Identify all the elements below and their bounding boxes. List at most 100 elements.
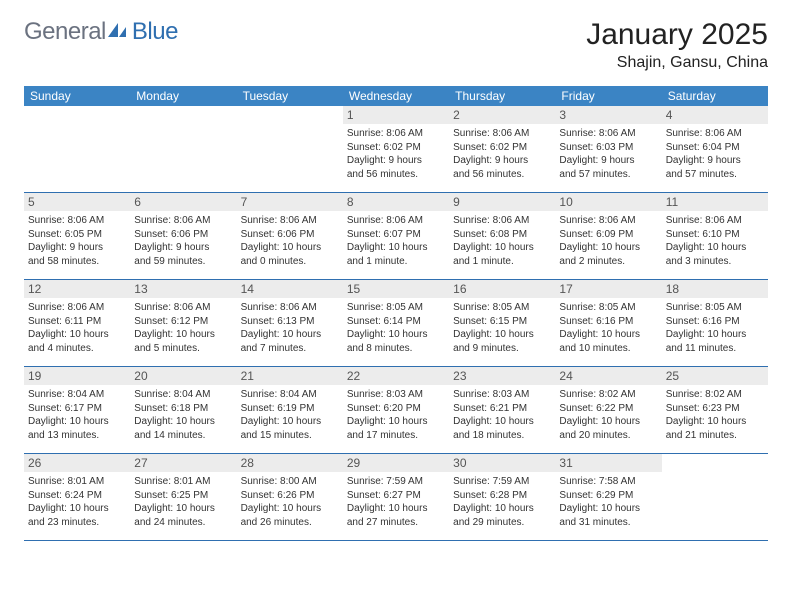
weeks-container: 1Sunrise: 8:06 AMSunset: 6:02 PMDaylight… — [24, 106, 768, 541]
day-daylight1: Daylight: 9 hours — [453, 154, 551, 168]
weekday-header: Tuesday — [237, 86, 343, 106]
day-sunrise: Sunrise: 8:06 AM — [453, 214, 551, 228]
day-number: 4 — [662, 106, 768, 124]
day-number: 16 — [449, 280, 555, 298]
day-sunrise: Sunrise: 8:02 AM — [666, 388, 764, 402]
day-cell: 10Sunrise: 8:06 AMSunset: 6:09 PMDayligh… — [555, 193, 661, 279]
day-sunrise: Sunrise: 7:58 AM — [559, 475, 657, 489]
day-sunset: Sunset: 6:05 PM — [28, 228, 126, 242]
day-sunset: Sunset: 6:28 PM — [453, 489, 551, 503]
day-sunset: Sunset: 6:04 PM — [666, 141, 764, 155]
day-sunset: Sunset: 6:24 PM — [28, 489, 126, 503]
day-cell: 25Sunrise: 8:02 AMSunset: 6:23 PMDayligh… — [662, 367, 768, 453]
day-number: 10 — [555, 193, 661, 211]
day-number: 7 — [237, 193, 343, 211]
day-number: 14 — [237, 280, 343, 298]
day-daylight2: and 17 minutes. — [347, 429, 445, 443]
day-sunrise: Sunrise: 8:06 AM — [347, 214, 445, 228]
day-daylight2: and 7 minutes. — [241, 342, 339, 356]
day-cell: 19Sunrise: 8:04 AMSunset: 6:17 PMDayligh… — [24, 367, 130, 453]
day-number: 2 — [449, 106, 555, 124]
day-daylight1: Daylight: 9 hours — [666, 154, 764, 168]
day-daylight2: and 1 minute. — [347, 255, 445, 269]
day-daylight1: Daylight: 10 hours — [28, 415, 126, 429]
day-number: 22 — [343, 367, 449, 385]
day-number: 20 — [130, 367, 236, 385]
day-sunset: Sunset: 6:02 PM — [453, 141, 551, 155]
day-cell: 22Sunrise: 8:03 AMSunset: 6:20 PMDayligh… — [343, 367, 449, 453]
day-daylight2: and 24 minutes. — [134, 516, 232, 530]
day-sunrise: Sunrise: 8:03 AM — [453, 388, 551, 402]
week-row: 19Sunrise: 8:04 AMSunset: 6:17 PMDayligh… — [24, 367, 768, 454]
day-sunrise: Sunrise: 7:59 AM — [453, 475, 551, 489]
day-cell: 9Sunrise: 8:06 AMSunset: 6:08 PMDaylight… — [449, 193, 555, 279]
day-sunrise: Sunrise: 8:06 AM — [559, 214, 657, 228]
day-daylight1: Daylight: 10 hours — [666, 415, 764, 429]
day-sunrise: Sunrise: 8:04 AM — [134, 388, 232, 402]
day-daylight1: Daylight: 10 hours — [453, 241, 551, 255]
day-cell: 11Sunrise: 8:06 AMSunset: 6:10 PMDayligh… — [662, 193, 768, 279]
day-number: 24 — [555, 367, 661, 385]
day-daylight2: and 57 minutes. — [666, 168, 764, 182]
day-daylight2: and 8 minutes. — [347, 342, 445, 356]
day-daylight2: and 29 minutes. — [453, 516, 551, 530]
day-daylight1: Daylight: 10 hours — [559, 241, 657, 255]
brand-logo: General Blue — [24, 18, 178, 46]
day-cell: 20Sunrise: 8:04 AMSunset: 6:18 PMDayligh… — [130, 367, 236, 453]
day-cell: 2Sunrise: 8:06 AMSunset: 6:02 PMDaylight… — [449, 106, 555, 192]
weekday-header: Thursday — [449, 86, 555, 106]
day-cell: 5Sunrise: 8:06 AMSunset: 6:05 PMDaylight… — [24, 193, 130, 279]
day-cell: 28Sunrise: 8:00 AMSunset: 6:26 PMDayligh… — [237, 454, 343, 540]
day-number: 13 — [130, 280, 236, 298]
day-daylight2: and 14 minutes. — [134, 429, 232, 443]
day-daylight2: and 1 minute. — [453, 255, 551, 269]
day-sunset: Sunset: 6:26 PM — [241, 489, 339, 503]
day-daylight1: Daylight: 10 hours — [134, 502, 232, 516]
location-label: Shajin, Gansu, China — [586, 54, 768, 72]
calendar-page: General Blue January 2025 Shajin, Gansu,… — [0, 0, 792, 551]
day-cell: 29Sunrise: 7:59 AMSunset: 6:27 PMDayligh… — [343, 454, 449, 540]
day-sunrise: Sunrise: 8:06 AM — [666, 127, 764, 141]
day-sunrise: Sunrise: 8:05 AM — [559, 301, 657, 315]
day-sunset: Sunset: 6:16 PM — [559, 315, 657, 329]
day-daylight2: and 21 minutes. — [666, 429, 764, 443]
day-daylight1: Daylight: 10 hours — [28, 502, 126, 516]
day-daylight1: Daylight: 10 hours — [453, 415, 551, 429]
day-sunset: Sunset: 6:25 PM — [134, 489, 232, 503]
day-cell: 4 Sunrise: 8:06 AMSunset: 6:04 PMDaylight… — [662, 106, 768, 192]
day-daylight2: and 18 minutes. — [453, 429, 551, 443]
day-number: 15 — [343, 280, 449, 298]
weekday-header: Saturday — [662, 86, 768, 106]
day-sunrise: Sunrise: 8:06 AM — [28, 301, 126, 315]
day-cell: 30Sunrise: 7:59 AMSunset: 6:28 PMDayligh… — [449, 454, 555, 540]
day-number: 21 — [237, 367, 343, 385]
day-daylight1: Daylight: 9 hours — [134, 241, 232, 255]
day-daylight1: Daylight: 9 hours — [559, 154, 657, 168]
day-daylight2: and 10 minutes. — [559, 342, 657, 356]
day-daylight1: Daylight: 9 hours — [28, 241, 126, 255]
day-daylight2: and 58 minutes. — [28, 255, 126, 269]
day-daylight1: Daylight: 10 hours — [241, 415, 339, 429]
week-row: 5Sunrise: 8:06 AMSunset: 6:05 PMDaylight… — [24, 193, 768, 280]
day-number: 31 — [555, 454, 661, 472]
day-daylight2: and 15 minutes. — [241, 429, 339, 443]
day-daylight1: Daylight: 10 hours — [134, 328, 232, 342]
day-sunrise: Sunrise: 8:02 AM — [559, 388, 657, 402]
day-number: 26 — [24, 454, 130, 472]
day-sunrise: Sunrise: 8:05 AM — [666, 301, 764, 315]
day-daylight1: Daylight: 10 hours — [559, 328, 657, 342]
day-sunset: Sunset: 6:27 PM — [347, 489, 445, 503]
title-block: January 2025 Shajin, Gansu, China — [586, 18, 768, 72]
day-daylight2: and 31 minutes. — [559, 516, 657, 530]
day-daylight2: and 4 minutes. — [28, 342, 126, 356]
day-cell — [237, 106, 343, 192]
day-sunrise: Sunrise: 8:06 AM — [241, 301, 339, 315]
page-header: General Blue January 2025 Shajin, Gansu,… — [24, 18, 768, 72]
day-daylight2: and 56 minutes. — [347, 168, 445, 182]
day-cell: 14Sunrise: 8:06 AMSunset: 6:13 PMDayligh… — [237, 280, 343, 366]
day-sunset: Sunset: 6:13 PM — [241, 315, 339, 329]
day-daylight1: Daylight: 10 hours — [453, 502, 551, 516]
day-sunrise: Sunrise: 8:06 AM — [134, 301, 232, 315]
day-sunset: Sunset: 6:16 PM — [666, 315, 764, 329]
day-sunrise: Sunrise: 8:06 AM — [134, 214, 232, 228]
